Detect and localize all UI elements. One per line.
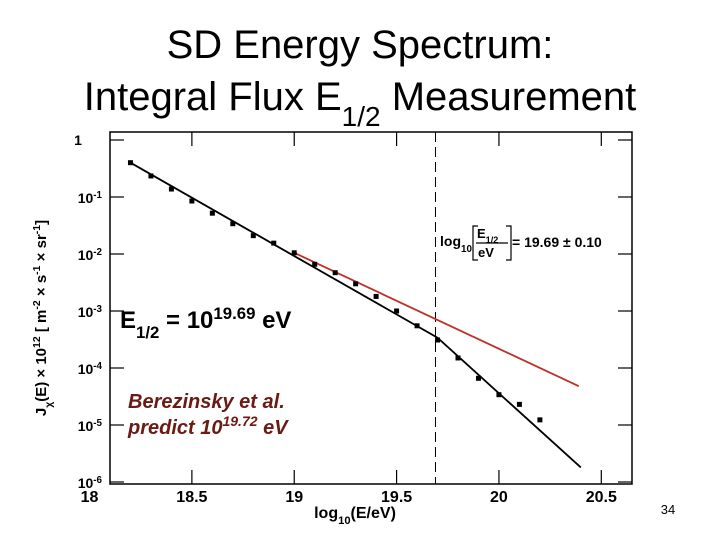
title-line: Integral Flux E1/2 Measurement xyxy=(84,75,637,132)
text-part: -1 xyxy=(93,190,102,201)
text-part: 19.69 xyxy=(213,304,255,323)
text-part: -1 xyxy=(31,225,43,234)
plot-frame xyxy=(109,131,633,485)
text-part: ] xyxy=(33,220,50,225)
data-point xyxy=(537,417,543,423)
text-part: [ m xyxy=(33,310,50,337)
text-part: 12 xyxy=(31,336,43,348)
text-part: = 10 xyxy=(159,307,213,334)
text-part: × s xyxy=(33,275,50,300)
text-part: χ xyxy=(43,402,55,408)
data-point xyxy=(394,308,400,314)
title-line: SD Energy Spectrum: xyxy=(167,23,554,67)
data-point xyxy=(291,250,297,256)
x-tick-label: 20 xyxy=(490,489,508,506)
x-tick-label: 20.5 xyxy=(586,489,617,506)
data-point xyxy=(189,198,195,204)
text-part: 1/2 xyxy=(342,101,381,132)
data-point xyxy=(353,281,359,287)
text-part: 10 xyxy=(78,361,94,377)
data-point xyxy=(230,221,236,227)
text-part: -1 xyxy=(31,265,43,274)
data-point xyxy=(127,160,133,166)
x-tick-label: 19 xyxy=(285,489,303,506)
text-part: -3 xyxy=(93,304,102,315)
text-part: -2 xyxy=(93,247,102,258)
data-point xyxy=(516,401,522,407)
annotation: predict 1019.72 eV xyxy=(127,413,289,439)
text-part: J xyxy=(33,408,50,416)
annotation: = 19.69 ± 0.10 xyxy=(512,234,602,250)
fit-line xyxy=(293,251,580,387)
y-tick-label: 1 xyxy=(74,132,82,148)
text-part: × sr xyxy=(33,234,50,265)
data-point xyxy=(148,173,154,179)
data-point xyxy=(496,392,502,398)
y-axis-label: Jχ(E) × 1012 [ m-2 × s-1 × sr-1] xyxy=(31,220,55,416)
data-point xyxy=(455,355,461,361)
y-tick-label: 10-5 xyxy=(78,418,103,435)
data-point xyxy=(271,240,277,246)
text-part: -6 xyxy=(93,475,102,486)
data-point xyxy=(332,270,338,276)
y-tick-label: 10-1 xyxy=(78,190,103,207)
text-part: -5 xyxy=(93,418,102,429)
text-part: 10 xyxy=(78,190,94,206)
y-tick-label: 10-4 xyxy=(78,361,103,378)
text-part: 10 xyxy=(338,515,350,527)
text-part: (E) × 10 xyxy=(33,348,50,402)
annotation: E1/2 xyxy=(477,226,498,245)
data-point xyxy=(475,375,481,381)
text-part: log xyxy=(440,233,461,249)
text-part: -4 xyxy=(93,361,102,372)
y-tick-label: 10-6 xyxy=(78,475,103,492)
data-point xyxy=(209,210,215,216)
x-tick-label: 18 xyxy=(81,489,99,506)
text-part: eV xyxy=(255,307,291,334)
text-part: 10 xyxy=(78,247,94,263)
text-part: log xyxy=(314,505,338,522)
y-tick-label: 10-3 xyxy=(78,304,103,321)
x-tick-label: 19.5 xyxy=(381,489,412,506)
text-part: 19.72 xyxy=(222,413,257,429)
data-point xyxy=(414,323,420,329)
data-point xyxy=(373,293,379,299)
text-part: 1/2 xyxy=(486,235,499,245)
text-part: E xyxy=(477,226,486,241)
data-point xyxy=(435,337,441,343)
annotation: eV xyxy=(478,245,494,260)
x-tick-label: 18.5 xyxy=(176,489,207,506)
text-part: 10 xyxy=(78,475,94,491)
y-tick-label: 10-2 xyxy=(78,247,103,264)
text-part: eV xyxy=(258,417,290,439)
annotation: E1/2 = 1019.69 eV xyxy=(120,304,291,342)
page-number: 34 xyxy=(661,502,675,517)
text-part: -2 xyxy=(31,300,43,309)
annotation: Berezinsky et al. xyxy=(128,391,285,413)
annotation: log10 xyxy=(440,233,472,255)
text-part: Measurement xyxy=(381,75,637,119)
text-part: E xyxy=(120,307,136,334)
data-point xyxy=(312,261,318,267)
text-part: 10 xyxy=(78,304,94,320)
text-part: predict 10 xyxy=(127,417,222,439)
text-part: 10 xyxy=(78,418,94,434)
text-part: 10 xyxy=(461,244,472,255)
data-point xyxy=(250,233,256,239)
text-part: (E/eV) xyxy=(351,505,396,522)
x-axis-label: log10(E/eV) xyxy=(314,505,396,527)
bracket xyxy=(472,225,512,261)
data-point xyxy=(168,186,174,192)
text-part: Integral Flux E xyxy=(84,75,342,119)
text-part: 1/2 xyxy=(136,323,159,342)
